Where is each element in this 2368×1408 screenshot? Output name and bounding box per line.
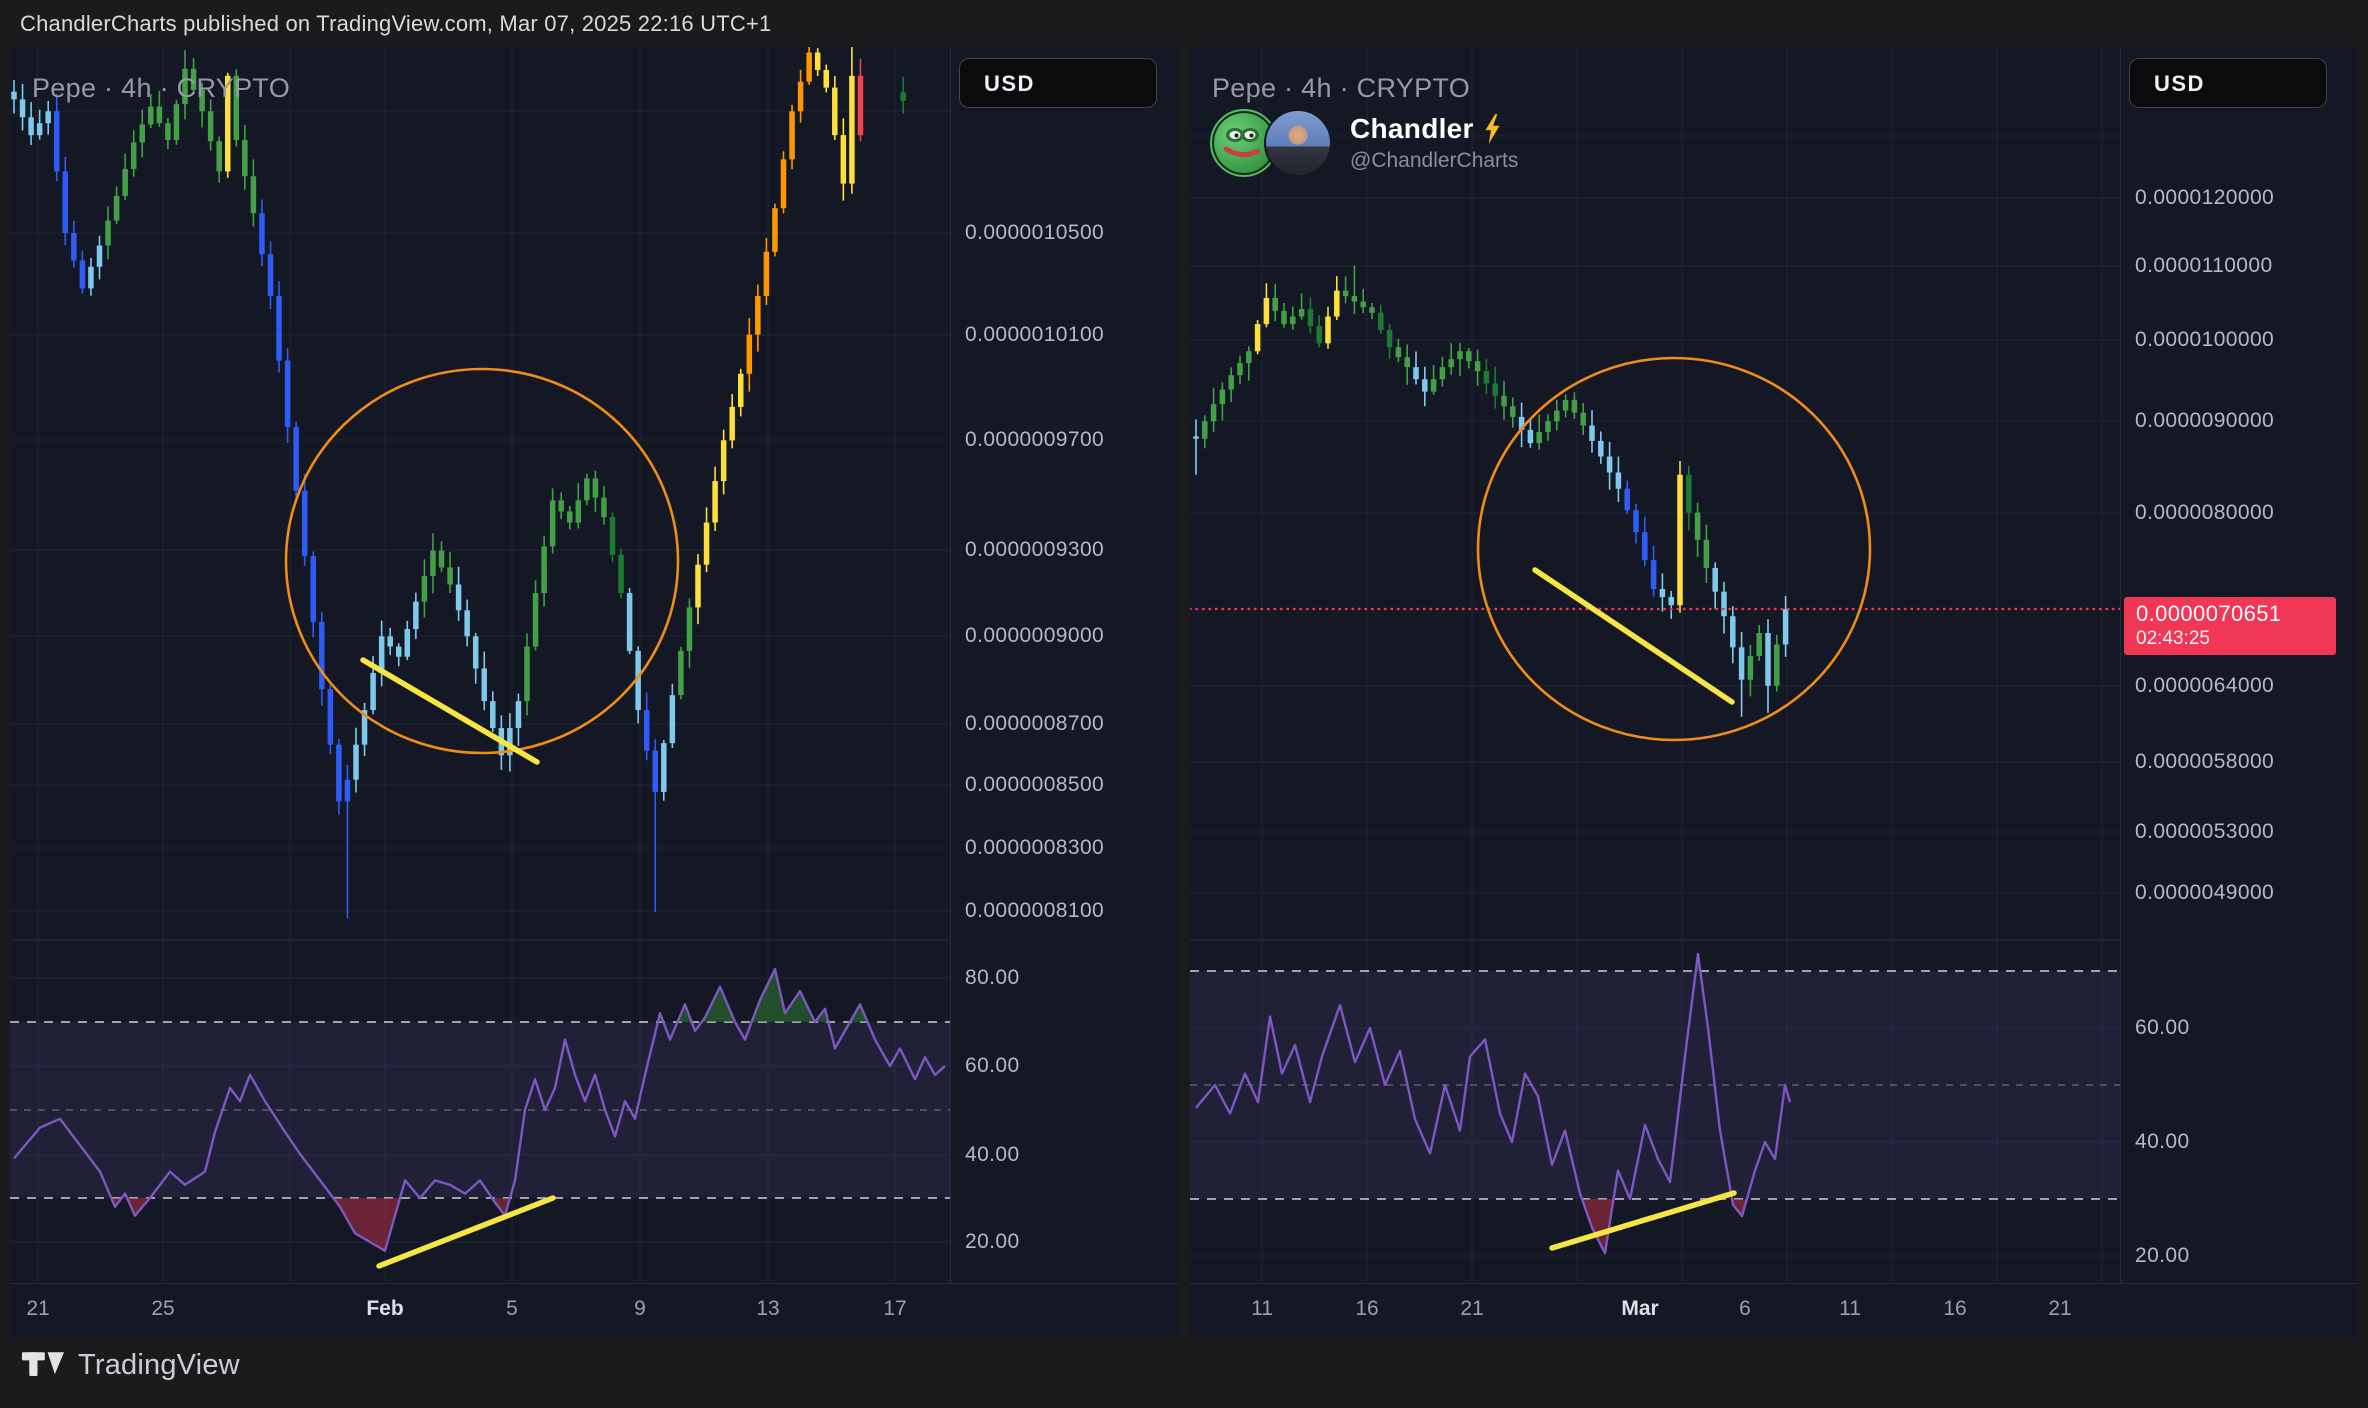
price-tick-label: 0.0000009000 [965,624,1105,647]
right-time-axis[interactable]: 11 16 21 Mar 6 11 16 21 [1190,1283,2358,1337]
price-tick-label: 0.0000080000 [2135,501,2275,524]
chart-panel-right: Pepe · 4h · CRYPTO Chandler @ChandlerCha… [1190,47,2358,1337]
price-tick-label: 0.0000008100 [965,899,1105,922]
price-tick-label: 0.0000120000 [2135,186,2275,209]
time-tick-label: Mar [1621,1297,1659,1320]
left-chart-canvas[interactable] [10,47,950,1283]
candles-layer [1193,265,1789,717]
rsi-oversold-fill [1582,1199,1747,1254]
price-tick-label: 0.0000009700 [965,428,1105,451]
publish-banner-text: ChandlerCharts published on TradingView.… [20,11,772,36]
grid-layer [1190,47,2120,1283]
rsi-trendline-annotation[interactable] [376,1195,556,1269]
price-tick-label: 20.00 [965,1230,1020,1253]
rsi-trendline-annotation[interactable] [1549,1190,1737,1251]
right-symbol-title: Pepe · 4h · CRYPTO [1212,73,1471,103]
right-chart-canvas[interactable] [1190,47,2120,1283]
price-trendline-annotation[interactable] [1532,567,1735,705]
price-tick-label: 40.00 [2135,1130,2190,1153]
time-tick-label: 16 [1943,1297,1967,1320]
time-tick-label: 21 [2048,1297,2072,1320]
tradingview-logo-icon [22,1352,64,1376]
publish-banner: ChandlerCharts published on TradingView.… [0,0,2368,47]
time-tick-label: 6 [1739,1297,1751,1320]
time-tick-label: 25 [151,1297,175,1320]
time-tick-label: 11 [1251,1297,1273,1320]
tradingview-wordmark: TradingView [78,1348,240,1381]
time-tick-label: 21 [26,1297,50,1320]
time-tick-label: 21 [1460,1297,1484,1320]
price-tick-label: 0.0000008500 [965,773,1105,796]
price-tick-label: 60.00 [965,1054,1020,1077]
price-tick-label: 0.0000100000 [2135,328,2275,351]
right-price-axis[interactable]: USD 0.0000070651 02:43:25 0.0000120000 0.… [2120,47,2358,1283]
lightning-bolt-icon [1485,114,1500,144]
price-tick-label: 60.00 [2135,1016,2190,1039]
time-tick-label: Feb [366,1297,404,1320]
price-tick-label: 0.0000010500 [965,221,1105,244]
time-tick-label: 17 [883,1297,907,1320]
time-tick-label: 9 [634,1297,646,1320]
time-tick-label: 11 [1839,1297,1861,1320]
price-tick-label: 0.0000008700 [965,712,1105,735]
left-time-axis[interactable]: 21 25 Feb 5 9 13 17 [10,1283,1180,1337]
price-tick-label: 0.0000058000 [2135,750,2275,773]
price-tick-label: 0.0000053000 [2135,820,2275,843]
author-branding: Chandler @ChandlerCharts [1210,109,1518,177]
candles-layer [11,47,906,919]
price-tick-label: 20.00 [2135,1244,2190,1267]
rsi-line [1195,952,1792,1255]
rsi-pane [1190,970,2120,1200]
price-tick-label: 0.0000110000 [2135,254,2273,277]
price-tick-label: 0.0000008300 [965,836,1105,859]
highlight-circle-annotation[interactable] [1476,356,1872,742]
author-photo-avatar [1264,109,1332,177]
author-handle: @ChandlerCharts [1350,149,1519,172]
price-tick-label: 0.0000010100 [965,323,1105,346]
time-tick-label: 13 [756,1297,780,1320]
left-currency-badge[interactable]: USD [959,58,1157,108]
price-trendline-annotation[interactable] [360,657,540,765]
tradingview-footer[interactable]: TradingView [22,1348,240,1382]
time-tick-label: 5 [506,1297,518,1320]
rsi-pane [10,1021,950,1199]
price-tick-label: 0.0000009300 [965,538,1105,561]
price-tick-label: 0.0000090000 [2135,409,2275,432]
author-name: Chandler [1350,113,1474,144]
last-price-value: 0.0000070651 [2136,601,2282,626]
price-tick-label: 0.0000064000 [2135,674,2275,697]
price-tick-label: 40.00 [965,1143,1020,1166]
left-price-axis[interactable]: USD 0.0000010500 0.0000010100 0.0000009700… [950,47,1180,1283]
bar-countdown: 02:43:25 [2136,628,2210,649]
rsi-line [13,968,946,1253]
left-symbol-title: Pepe · 4h · CRYPTO [32,73,291,103]
price-tick-label: 80.00 [965,966,1020,989]
price-tick-label: 0.0000049000 [2135,881,2275,904]
pepe-face-icon [1223,128,1261,157]
highlight-circle-annotation[interactable] [284,367,680,755]
chart-panel-left: Pepe · 4h · CRYPTO USD 0.0000010500 0.000… [10,47,1180,1337]
last-price-label: 0.0000070651 02:43:25 [2124,597,2336,655]
grid-layer [10,47,950,1283]
time-tick-label: 16 [1355,1297,1379,1320]
right-currency-badge[interactable]: USD [2129,58,2327,108]
